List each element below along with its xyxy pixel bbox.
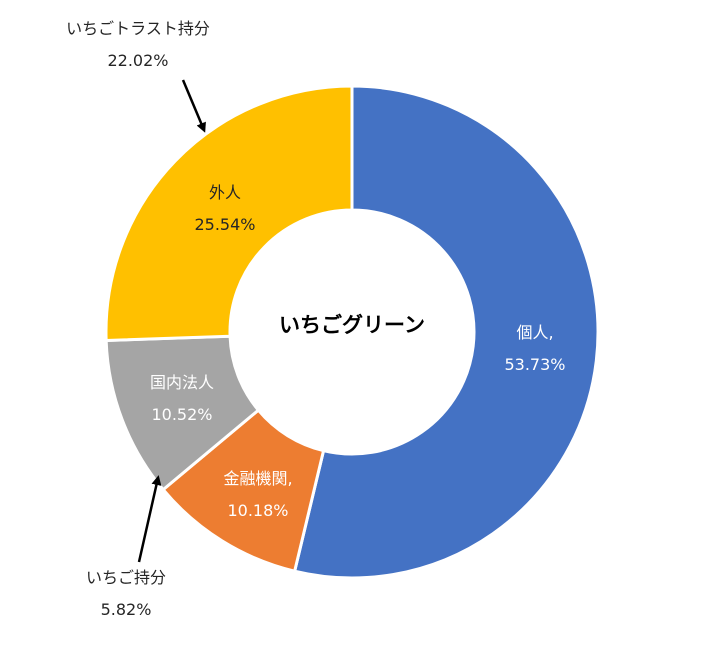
annotation-ichigo-trust-value: 22.02% — [107, 51, 168, 70]
slice-individual — [292, 84, 600, 580]
slice-label-foreign: 外人 — [209, 183, 241, 202]
annotation-ichigo-label: いちご持分 — [86, 568, 166, 587]
donut-slices — [104, 84, 600, 580]
slice-label-individual: 個人, — [516, 323, 553, 342]
slice-value-foreign: 25.54% — [194, 215, 255, 234]
annotation-ichigo-trust-label: いちごトラスト持分 — [66, 19, 210, 38]
slice-label-financial: 金融機関, — [223, 469, 292, 488]
slice-label-domestic-corp: 国内法人 — [150, 373, 214, 392]
slice-value-financial: 10.18% — [227, 501, 288, 520]
slice-value-domestic-corp: 10.52% — [151, 405, 212, 424]
arrow-ichigo-trust — [181, 79, 206, 133]
annotation-ichigo-value: 5.82% — [101, 600, 152, 619]
arrow-ichigo — [137, 475, 162, 563]
center-label: いちごグリーン — [279, 313, 425, 337]
slice-value-individual: 53.73% — [504, 355, 565, 374]
slice-foreign — [104, 84, 354, 343]
